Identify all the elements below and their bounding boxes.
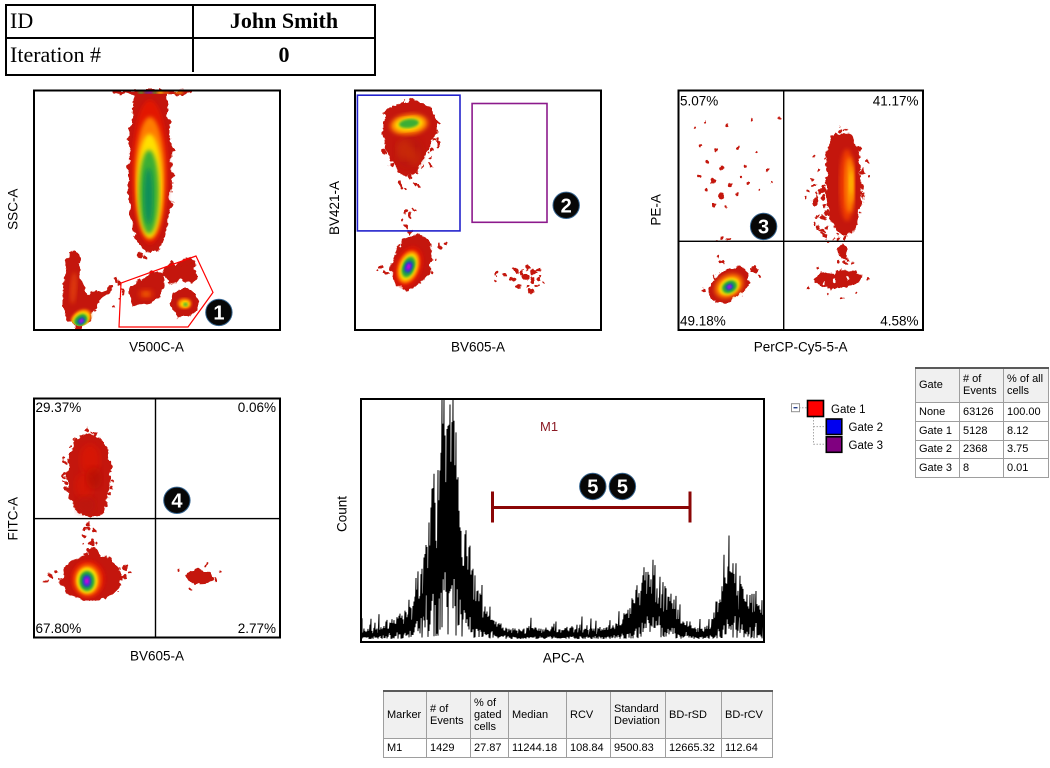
svg-text:PerCP-Cy5-5-A: PerCP-Cy5-5-A <box>754 340 848 355</box>
svg-text:2: 2 <box>561 196 572 218</box>
svg-text:APC-A: APC-A <box>543 651 584 666</box>
svg-text:2.77%: 2.77% <box>238 621 276 636</box>
svg-text:0.06%: 0.06% <box>238 400 276 415</box>
svg-text:BV421-A: BV421-A <box>327 181 342 235</box>
svg-text:Gate 1: Gate 1 <box>831 404 866 416</box>
svg-text:5.07%: 5.07% <box>680 94 718 109</box>
svg-text:PE-A: PE-A <box>648 194 663 226</box>
svg-text:BV605-A: BV605-A <box>451 340 505 355</box>
svg-text:SSC-A: SSC-A <box>5 189 20 230</box>
svg-text:29.37%: 29.37% <box>36 400 82 415</box>
svg-text:5: 5 <box>587 477 598 499</box>
svg-text:Count: Count <box>335 496 350 532</box>
svg-text:3: 3 <box>758 217 769 239</box>
svg-text:Gate 2: Gate 2 <box>849 422 884 434</box>
svg-text:1: 1 <box>213 303 224 325</box>
svg-text:67.80%: 67.80% <box>36 621 82 636</box>
svg-text:FITC-A: FITC-A <box>5 497 20 541</box>
svg-text:4.58%: 4.58% <box>880 314 918 329</box>
svg-text:4: 4 <box>171 491 183 513</box>
svg-text:5: 5 <box>617 477 628 499</box>
svg-text:41.17%: 41.17% <box>873 94 919 109</box>
svg-text:Gate 3: Gate 3 <box>849 440 884 452</box>
svg-text:BV605-A: BV605-A <box>130 649 184 664</box>
svg-text:49.18%: 49.18% <box>680 314 726 329</box>
svg-text:M1: M1 <box>540 419 558 434</box>
svg-text:V500C-A: V500C-A <box>129 340 184 355</box>
